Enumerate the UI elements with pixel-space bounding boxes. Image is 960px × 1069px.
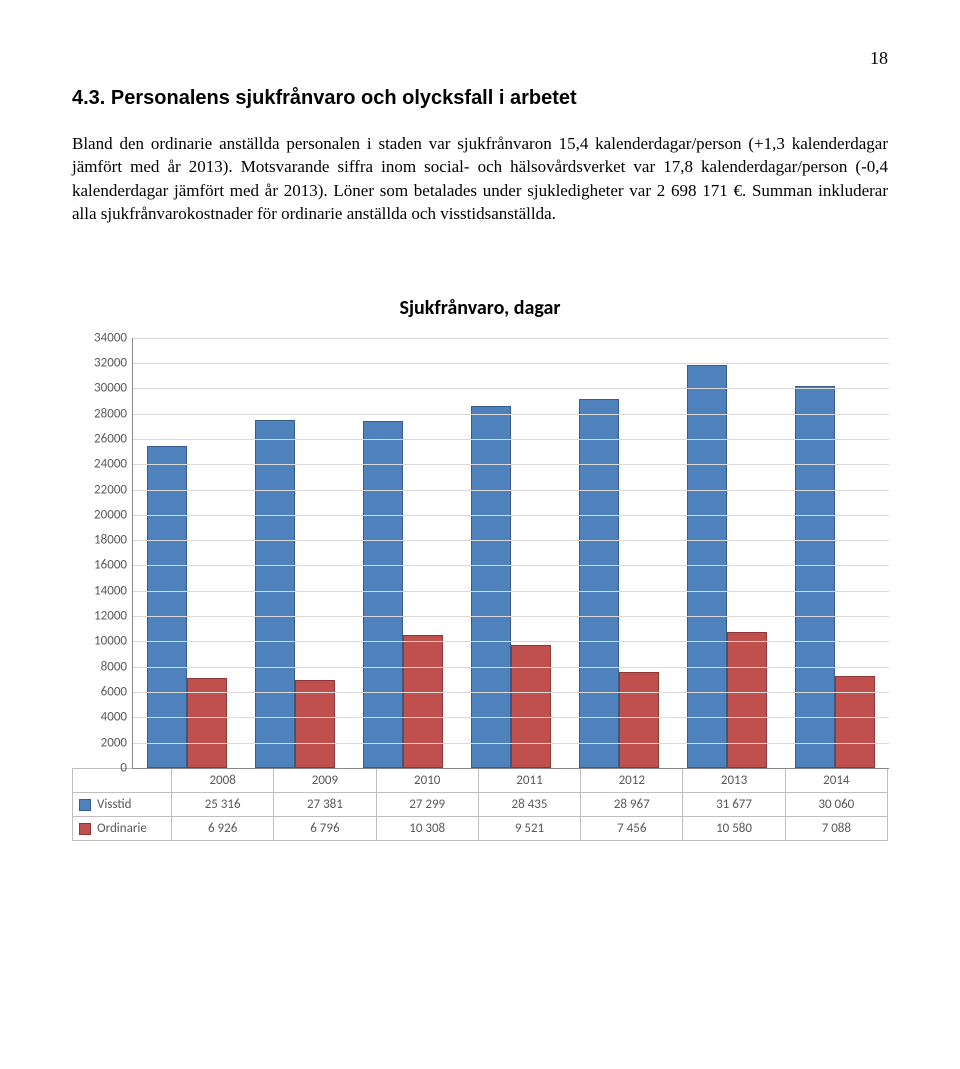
y-tick-label: 2000	[77, 735, 127, 750]
table-cell: 6 796	[274, 816, 376, 840]
bar-group	[133, 338, 241, 768]
table-col-header: 2012	[581, 768, 683, 792]
table-cell: 10 580	[683, 816, 785, 840]
gridline	[133, 363, 889, 364]
table-cell: 10 308	[376, 816, 478, 840]
gridline	[133, 667, 889, 668]
table-cell: 9 521	[478, 816, 580, 840]
bar-ordinarie	[511, 645, 551, 767]
y-tick-label: 10000	[77, 634, 127, 649]
gridline	[133, 338, 889, 339]
bar-groups	[133, 338, 889, 768]
page-number: 18	[72, 48, 888, 69]
table-cell: 28 435	[478, 792, 580, 816]
table-cell: 7 456	[581, 816, 683, 840]
table-cell: 30 060	[785, 792, 887, 816]
y-tick-label: 30000	[77, 381, 127, 396]
bar-visstid	[579, 399, 619, 767]
bar-visstid	[471, 406, 511, 768]
gridline	[133, 515, 889, 516]
bar-visstid	[795, 386, 835, 768]
y-tick-label: 12000	[77, 609, 127, 624]
y-tick-label: 6000	[77, 684, 127, 699]
table-row: Ordinarie6 9266 79610 3089 5217 45610 58…	[73, 816, 888, 840]
table-cell: 31 677	[683, 792, 785, 816]
bar-visstid	[687, 365, 727, 768]
y-tick-label: 32000	[77, 356, 127, 371]
gridline	[133, 414, 889, 415]
table-col-header: 2008	[172, 768, 274, 792]
table-body: Visstid25 31627 38127 29928 43528 96731 …	[73, 792, 888, 840]
table-cell: 6 926	[172, 816, 274, 840]
table-col-header: 2013	[683, 768, 785, 792]
table-col-header: 2011	[478, 768, 580, 792]
y-tick-label: 8000	[77, 659, 127, 674]
bar-visstid	[147, 446, 187, 768]
y-tick-label: 0	[77, 760, 127, 775]
bar-ordinarie	[727, 632, 767, 768]
gridline	[133, 540, 889, 541]
gridline	[133, 565, 889, 566]
gridline	[133, 743, 889, 744]
page: 18 4.3. Personalens sjukfrånvaro och oly…	[0, 0, 960, 881]
table-cell: 25 316	[172, 792, 274, 816]
bar-chart: 0200040006000800010000120001400016000180…	[72, 338, 888, 768]
table-cell: 28 967	[581, 792, 683, 816]
table-col-header: 2010	[376, 768, 478, 792]
y-tick-label: 18000	[77, 533, 127, 548]
bar-group	[457, 338, 565, 768]
chart-data-table: 2008200920102011201220132014 Visstid25 3…	[72, 768, 888, 841]
body-paragraph: Bland den ordinarie anställda personalen…	[72, 132, 888, 226]
chart-title: Sjukfrånvaro, dagar	[72, 296, 888, 320]
table-cell: 27 299	[376, 792, 478, 816]
series-label: Ordinarie	[73, 816, 172, 840]
bar-ordinarie	[835, 676, 875, 768]
section-heading: 4.3. Personalens sjukfrånvaro och olycks…	[72, 87, 888, 110]
bar-visstid	[255, 420, 295, 768]
y-tick-label: 22000	[77, 482, 127, 497]
gridline	[133, 591, 889, 592]
bar-ordinarie	[619, 672, 659, 768]
bar-group	[673, 338, 781, 768]
y-tick-label: 26000	[77, 431, 127, 446]
y-tick-label: 20000	[77, 507, 127, 522]
bar-group	[349, 338, 457, 768]
gridline	[133, 464, 889, 465]
gridline	[133, 717, 889, 718]
y-tick-label: 28000	[77, 406, 127, 421]
bar-ordinarie	[295, 680, 335, 768]
chart-container: Sjukfrånvaro, dagar 02000400060008000100…	[72, 296, 888, 841]
bar-group	[241, 338, 349, 768]
gridline	[133, 641, 889, 642]
bar-ordinarie	[403, 635, 443, 767]
bar-group	[565, 338, 673, 768]
legend-swatch	[79, 823, 91, 835]
series-label: Visstid	[73, 792, 172, 816]
gridline	[133, 692, 889, 693]
table-col-header: 2009	[274, 768, 376, 792]
table-col-header: 2014	[785, 768, 887, 792]
y-tick-label: 14000	[77, 583, 127, 598]
gridline	[133, 616, 889, 617]
y-tick-label: 4000	[77, 710, 127, 725]
gridline	[133, 490, 889, 491]
bar-visstid	[363, 421, 403, 768]
table-row: Visstid25 31627 38127 29928 43528 96731 …	[73, 792, 888, 816]
y-tick-label: 16000	[77, 558, 127, 573]
plot-area: 0200040006000800010000120001400016000180…	[132, 338, 889, 769]
table-cell: 7 088	[785, 816, 887, 840]
gridline	[133, 388, 889, 389]
bar-group	[781, 338, 889, 768]
table-cell: 27 381	[274, 792, 376, 816]
table-head-row: 2008200920102011201220132014	[73, 768, 888, 792]
y-tick-label: 24000	[77, 457, 127, 472]
y-tick-label: 34000	[77, 330, 127, 345]
gridline	[133, 439, 889, 440]
legend-swatch	[79, 799, 91, 811]
